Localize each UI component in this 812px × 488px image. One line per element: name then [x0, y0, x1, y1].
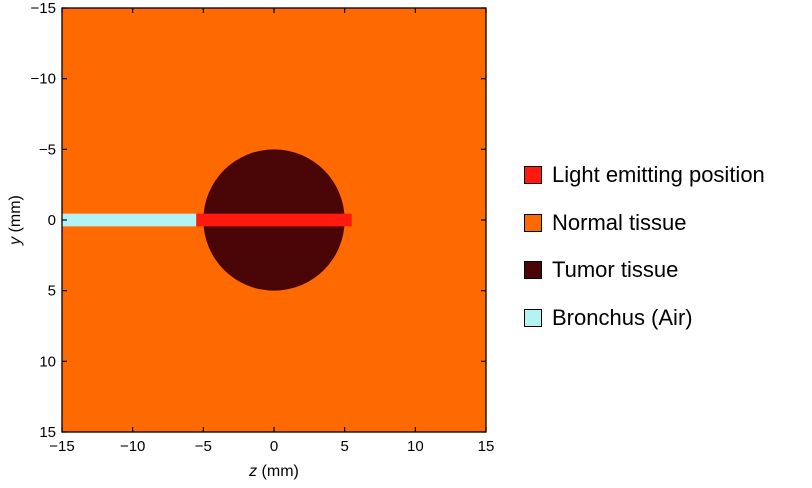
y-tick-label: −15	[31, 0, 56, 17]
y-tick-label: 0	[48, 212, 56, 229]
legend-label: Normal tissue	[552, 209, 687, 235]
legend-label: Tumor tissue	[552, 257, 679, 282]
axis-ticks	[61, 7, 487, 433]
y-tick-label: 10	[39, 353, 56, 370]
legend-swatch	[524, 166, 542, 184]
x-tick-label: 15	[478, 438, 495, 455]
x-tick-label: 5	[340, 438, 348, 455]
light-emitting-position-region	[196, 213, 352, 227]
plot-regions	[62, 8, 486, 432]
x-tick-label: −5	[195, 438, 212, 455]
legend-item-normal-tissue: Normal tissue	[524, 209, 765, 235]
legend-label: Bronchus (Air)	[552, 304, 693, 330]
legend-label: Light emitting position	[552, 162, 765, 187]
x-tick-label: −15	[49, 438, 74, 455]
y-axis-title: y (mm)	[7, 195, 24, 246]
legend-swatch	[524, 261, 542, 279]
bronchus-air-region	[62, 213, 197, 227]
legend-item-tumor-tissue: Tumor tissue	[524, 258, 765, 282]
y-tick-label: 5	[48, 283, 56, 300]
x-tick-label: −10	[120, 438, 145, 455]
y-tick-label: −5	[39, 141, 56, 158]
x-axis-title: z (mm)	[248, 463, 299, 480]
y-tick-label: −10	[31, 71, 56, 88]
legend-item-light-emitting-position: Light emitting position	[524, 163, 765, 187]
legend-swatch	[524, 308, 542, 327]
legend-item-bronchus-air: Bronchus (Air)	[524, 304, 765, 330]
x-tick-label: 0	[270, 438, 278, 455]
legend-swatch	[524, 213, 542, 232]
x-tick-label: 10	[407, 438, 424, 455]
legend: Light emitting position Normal tissue Tu…	[524, 163, 765, 353]
y-tick-label: 15	[39, 424, 56, 441]
